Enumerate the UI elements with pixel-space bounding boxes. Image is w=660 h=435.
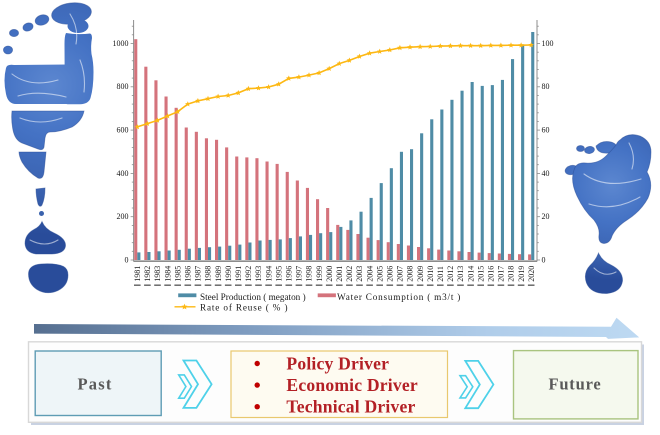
svg-text:Rate of Reuse ( % ): Rate of Reuse ( % ) xyxy=(200,302,288,312)
svg-text:80: 80 xyxy=(542,82,550,91)
svg-text:2008: 2008 xyxy=(406,266,415,282)
svg-text:1996: 1996 xyxy=(285,266,294,282)
svg-text:60: 60 xyxy=(542,126,550,135)
svg-text:2001: 2001 xyxy=(335,266,344,282)
svg-text:2014: 2014 xyxy=(466,266,475,282)
svg-text:200: 200 xyxy=(117,212,129,221)
svg-text:1981: 1981 xyxy=(133,266,142,282)
svg-text:1999: 1999 xyxy=(315,266,324,282)
svg-text:Past: Past xyxy=(77,374,112,393)
svg-text:2016: 2016 xyxy=(487,266,496,282)
svg-text:Policy Driver: Policy Driver xyxy=(286,353,389,373)
svg-text:1991: 1991 xyxy=(234,266,243,282)
svg-text:1998: 1998 xyxy=(305,266,314,282)
svg-text:1988: 1988 xyxy=(204,266,213,282)
svg-text:2003: 2003 xyxy=(355,266,364,282)
svg-text:2000: 2000 xyxy=(325,266,334,282)
svg-text:1989: 1989 xyxy=(214,266,223,282)
svg-text:2020: 2020 xyxy=(527,266,536,282)
svg-text:1982: 1982 xyxy=(143,266,152,282)
svg-text:100: 100 xyxy=(542,39,554,48)
svg-text:40: 40 xyxy=(542,169,550,178)
svg-text:800: 800 xyxy=(117,82,129,91)
svg-text:2018: 2018 xyxy=(507,266,516,282)
svg-text:1990: 1990 xyxy=(224,266,233,282)
svg-text:0: 0 xyxy=(542,255,546,264)
svg-text:2012: 2012 xyxy=(446,266,455,282)
svg-text:1987: 1987 xyxy=(194,266,203,282)
svg-text:2002: 2002 xyxy=(345,266,354,282)
svg-text:1997: 1997 xyxy=(295,266,304,282)
svg-text:2007: 2007 xyxy=(396,266,405,282)
svg-text:Future: Future xyxy=(548,374,601,393)
svg-text:2011: 2011 xyxy=(436,266,445,282)
svg-text:2009: 2009 xyxy=(416,266,425,282)
svg-text:2006: 2006 xyxy=(386,266,395,282)
svg-text:0: 0 xyxy=(125,255,129,264)
svg-text:20: 20 xyxy=(542,212,550,221)
svg-text:1000: 1000 xyxy=(113,39,129,48)
svg-text:1984: 1984 xyxy=(163,266,172,282)
svg-text:1994: 1994 xyxy=(264,266,273,282)
svg-text:1993: 1993 xyxy=(254,266,263,282)
svg-text:Economic Driver: Economic Driver xyxy=(286,375,418,395)
svg-text:2010: 2010 xyxy=(426,266,435,282)
svg-text:1983: 1983 xyxy=(153,266,162,282)
svg-text:1985: 1985 xyxy=(173,266,182,282)
svg-text:1986: 1986 xyxy=(184,266,193,282)
svg-text:400: 400 xyxy=(117,169,129,178)
svg-text:2015: 2015 xyxy=(476,266,485,282)
svg-text:2017: 2017 xyxy=(497,266,506,282)
svg-text:600: 600 xyxy=(117,126,129,135)
svg-text:Water Consumption ( m3/t ): Water Consumption ( m3/t ) xyxy=(337,292,461,302)
svg-text:Steel Production ( megaton ): Steel Production ( megaton ) xyxy=(200,292,306,302)
svg-text:1995: 1995 xyxy=(274,266,283,282)
svg-text:2005: 2005 xyxy=(375,266,384,282)
svg-text:Technical Driver: Technical Driver xyxy=(286,397,415,417)
svg-text:2013: 2013 xyxy=(456,266,465,282)
svg-text:1992: 1992 xyxy=(244,266,253,282)
svg-text:2004: 2004 xyxy=(365,266,374,282)
svg-text:2019: 2019 xyxy=(517,266,526,282)
